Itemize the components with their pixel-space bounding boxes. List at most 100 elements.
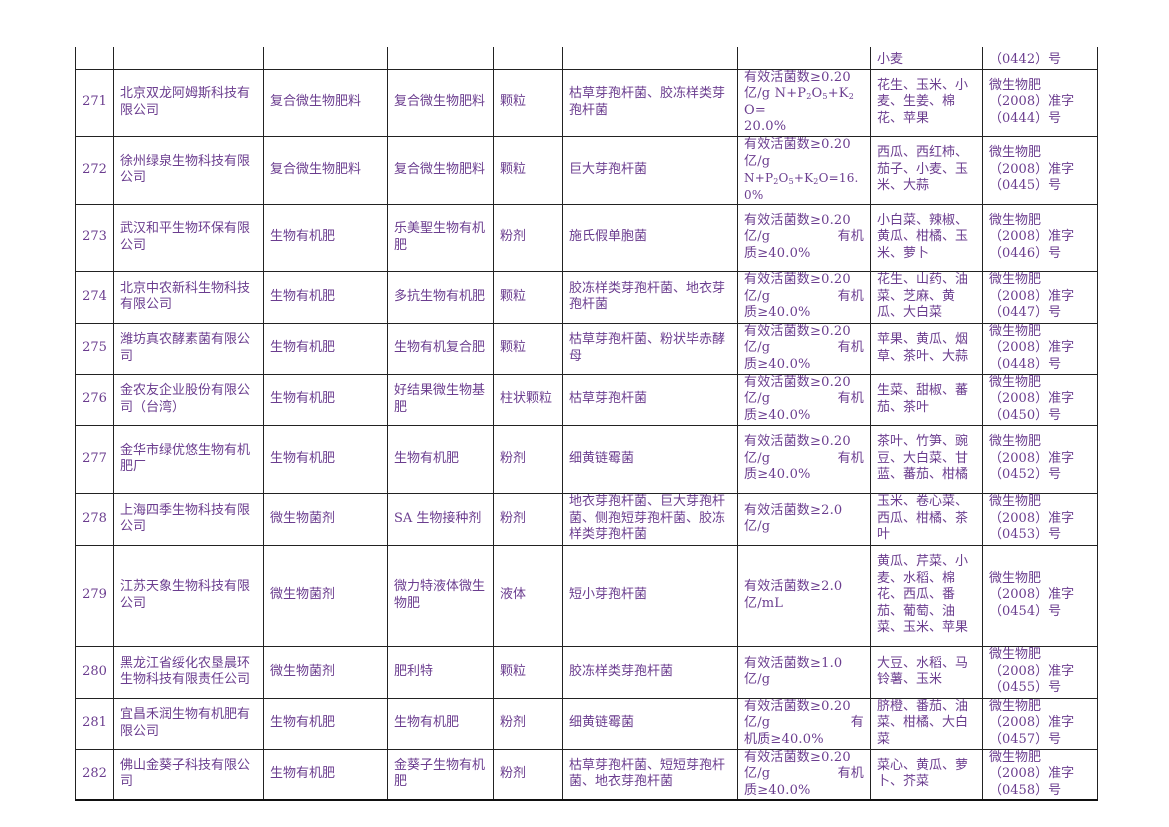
table-row: 273 武汉和平生物环保有限公司 生物有机肥 乐美聖生物有机肥 粉剂 施氏假单胞… (75, 203, 1098, 272)
cell-form: 粉剂 (493, 203, 563, 272)
table-row: 271 北京双龙阿姆斯科技有限公司 复合微生物肥料 复合微生物肥料 颗粒 枯草芽… (75, 68, 1098, 137)
cell-form: 颗粒 (493, 68, 563, 137)
cell-product: 复合微生物肥料 (387, 135, 494, 205)
cell-form: 粉剂 (493, 424, 563, 494)
cell-form: 液体 (493, 544, 563, 647)
cell-spec: 有效活菌数≥0.20 亿/g 有机 质≥40.0% (737, 270, 871, 324)
cell-spec: 有效活菌数≥0.20 亿/g N+P2O5+K2O=16.0% (737, 135, 871, 205)
cell-no: 271 (75, 68, 114, 137)
cell-spec: 有效活菌数≥2.0 亿/g (737, 492, 871, 546)
cell-product: 生物有机肥 (387, 424, 494, 494)
cell-product: 生物有机肥 (387, 697, 494, 750)
cell-type: 生物有机肥 (263, 424, 388, 494)
cell-type: 复合微生物肥料 (263, 135, 388, 205)
cell-crops: 花生、玉米、小麦、生姜、棉花、苹果 (870, 68, 983, 137)
cell-form: 颗粒 (493, 322, 563, 375)
registration-table: 小麦 （0442）号 271 北京双龙阿姆斯科技有限公司 复合微生物肥料 复合微… (75, 47, 1098, 801)
cell-type: 生物有机肥 (263, 203, 388, 272)
cell-cert: 微生物肥 （2008）准字 （0458）号 (982, 748, 1098, 801)
cell-cert: 微生物肥 （2008）准字 （0454）号 (982, 544, 1098, 647)
cell-crops: 大豆、水稻、马铃薯、玉米 (870, 645, 983, 699)
cell-no: 272 (75, 135, 114, 205)
table-row: 277 金华市绿优悠生物有机肥厂 生物有机肥 生物有机肥 粉剂 细黄链霉菌 有效… (75, 424, 1098, 494)
cell-strain: 细黄链霉菌 (562, 424, 738, 494)
cell-type: 微生物菌剂 (263, 645, 388, 699)
cell-spec (737, 47, 871, 70)
cell-company: 黑龙江省绥化农垦晨环生物科技有限责任公司 (113, 645, 264, 699)
cell-spec: 有效活菌数≥0.20 亿/g 有机 质≥40.0% (737, 322, 871, 375)
cell-crops: 茶叶、竹笋、豌豆、大白菜、甘蓝、蕃茄、柑橘 (870, 424, 983, 494)
cell-product (387, 47, 494, 70)
cell-form: 颗粒 (493, 645, 563, 699)
cell-crops: 玉米、卷心菜、西瓜、柑橘、茶叶 (870, 492, 983, 546)
cell-no (75, 47, 114, 70)
cell-form (493, 47, 563, 70)
cell-type: 生物有机肥 (263, 697, 388, 750)
cell-product: 金葵子生物有机肥 (387, 748, 494, 801)
cell-no: 274 (75, 270, 114, 324)
cell-no: 276 (75, 373, 114, 426)
cell-type: 生物有机肥 (263, 373, 388, 426)
cell-product: 复合微生物肥料 (387, 68, 494, 137)
cell-form: 粉剂 (493, 492, 563, 546)
table-row: 274 北京中农新科生物科技有限公司 生物有机肥 多抗生物有机肥 颗粒 胶冻样类… (75, 270, 1098, 324)
cell-crops: 小麦 (870, 47, 983, 70)
cell-crops: 黄瓜、芹菜、小麦、水稻、棉花、西瓜、番茄、葡萄、油菜、玉米、苹果 (870, 544, 983, 647)
cell-company: 宜昌禾润生物有机肥有限公司 (113, 697, 264, 750)
cell-product: 多抗生物有机肥 (387, 270, 494, 324)
cell-company: 上海四季生物科技有限公司 (113, 492, 264, 546)
cell-form: 颗粒 (493, 270, 563, 324)
cell-company: 金农友企业股份有限公司（台湾） (113, 373, 264, 426)
cell-product: 乐美聖生物有机肥 (387, 203, 494, 272)
cell-crops: 生菜、甜椒、蕃茄、茶叶 (870, 373, 983, 426)
cell-spec: 有效活菌数≥2.0 亿/mL (737, 544, 871, 647)
cell-product: 生物有机复合肥 (387, 322, 494, 375)
cell-crops: 苹果、黄瓜、烟草、茶叶、大蒜 (870, 322, 983, 375)
cell-spec: 有效活菌数≥0.20 亿/g 有机 质≥40.0% (737, 203, 871, 272)
cell-type: 复合微生物肥料 (263, 68, 388, 137)
cell-spec: 有效活菌数≥0.20 亿/g 有 机质≥40.0% (737, 697, 871, 750)
cell-no: 282 (75, 748, 114, 801)
cell-strain: 胶冻样类芽孢杆菌 (562, 645, 738, 699)
cell-product: SA 生物接种剂 (387, 492, 494, 546)
cell-no: 280 (75, 645, 114, 699)
cell-type: 生物有机肥 (263, 322, 388, 375)
table-row: 279 江苏天象生物科技有限公司 微生物菌剂 微力特液体微生物肥 液体 短小芽孢… (75, 544, 1098, 647)
cell-product: 好结果微生物基肥 (387, 373, 494, 426)
cell-type: 微生物菌剂 (263, 492, 388, 546)
cell-cert: 微生物肥 （2008）准字 （0448）号 (982, 322, 1098, 375)
cell-company: 武汉和平生物环保有限公司 (113, 203, 264, 272)
cell-product: 微力特液体微生物肥 (387, 544, 494, 647)
cell-cert: 微生物肥 （2008）准字 （0452）号 (982, 424, 1098, 494)
cell-strain: 胶冻样类芽孢杆菌、地衣芽孢杆菌 (562, 270, 738, 324)
cell-spec: 有效活菌数≥1.0 亿/g (737, 645, 871, 699)
cell-crops: 脐橙、番茄、油菜、柑橘、大白菜 (870, 697, 983, 750)
cell-crops: 小白菜、辣椒、黄瓜、柑橘、玉米、萝卜 (870, 203, 983, 272)
cell-cert: 微生物肥 （2008）准字 （0457）号 (982, 697, 1098, 750)
cell-company: 金华市绿优悠生物有机肥厂 (113, 424, 264, 494)
cell-company: 北京中农新科生物科技有限公司 (113, 270, 264, 324)
cell-company (113, 47, 264, 70)
cell-form: 颗粒 (493, 135, 563, 205)
cell-company: 佛山金葵子科技有限公司 (113, 748, 264, 801)
cell-cert: 微生物肥 （2008）准字 （0447）号 (982, 270, 1098, 324)
cell-company: 江苏天象生物科技有限公司 (113, 544, 264, 647)
cell-cert: 微生物肥 （2008）准字 （0453）号 (982, 492, 1098, 546)
cell-cert: 微生物肥 （2008）准字 （0444）号 (982, 68, 1098, 137)
cell-company: 北京双龙阿姆斯科技有限公司 (113, 68, 264, 137)
cell-cert: 微生物肥 （2008）准字 （0445）号 (982, 135, 1098, 205)
cell-crops: 西瓜、西红柿、茄子、小麦、玉米、大蒜 (870, 135, 983, 205)
cell-type: 微生物菌剂 (263, 544, 388, 647)
table-row: 272 徐州绿泉生物科技有限公司 复合微生物肥料 复合微生物肥料 颗粒 巨大芽孢… (75, 135, 1098, 205)
cell-form: 粉剂 (493, 697, 563, 750)
cell-strain: 施氏假单胞菌 (562, 203, 738, 272)
cell-product: 肥利特 (387, 645, 494, 699)
cell-strain: 巨大芽孢杆菌 (562, 135, 738, 205)
cell-spec: 有效活菌数≥0.20 亿/g 有机 质≥40.0% (737, 373, 871, 426)
cell-strain: 枯草芽孢杆菌 (562, 373, 738, 426)
cell-company: 徐州绿泉生物科技有限公司 (113, 135, 264, 205)
cell-strain: 枯草芽孢杆菌、粉状毕赤酵母 (562, 322, 738, 375)
table-row: 278 上海四季生物科技有限公司 微生物菌剂 SA 生物接种剂 粉剂 地衣芽孢杆… (75, 492, 1098, 546)
table-row: 281 宜昌禾润生物有机肥有限公司 生物有机肥 生物有机肥 粉剂 细黄链霉菌 有… (75, 697, 1098, 750)
cell-company: 潍坊真农酵素菌有限公司 (113, 322, 264, 375)
